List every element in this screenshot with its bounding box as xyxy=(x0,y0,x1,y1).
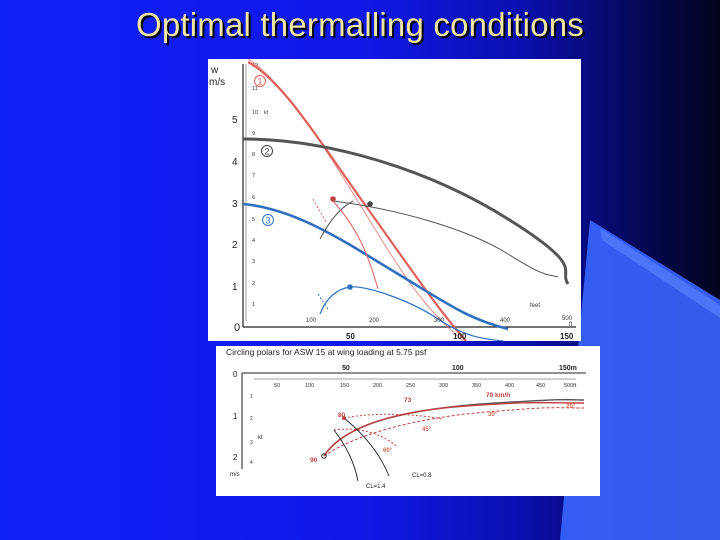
xtick-m: 150m xyxy=(559,365,577,372)
bank-label: 45° xyxy=(422,427,432,433)
curve-2-gray xyxy=(242,137,570,285)
ytick-kt: 1 xyxy=(250,394,253,400)
tangent-dash-1 xyxy=(312,198,327,223)
xtick-ft: 150 xyxy=(340,383,349,389)
max-point-3 xyxy=(347,284,353,290)
curve-2-thin xyxy=(332,200,559,278)
xtick-ft: 450 xyxy=(536,383,545,389)
curve-label-2-circle xyxy=(261,145,273,157)
ytick-kt: 4 xyxy=(250,460,253,466)
cl-label: CL=1.4 xyxy=(366,484,386,490)
thermal-climb-svg: w m/s 5 4 3 2 1 0 12 11 10 kt 9 8 7 6 5 … xyxy=(209,58,576,342)
cl-label: CL=0.8 xyxy=(412,473,432,479)
ytick-ms: 0 xyxy=(234,322,240,334)
xtick-ft-unit: ft xyxy=(569,322,573,328)
cl-line-2 xyxy=(343,417,390,477)
speed-label: 70 km/h xyxy=(486,392,510,399)
ytick-kt: 11 xyxy=(252,86,258,92)
y-unit: m/s xyxy=(230,472,240,478)
polar-point-90 xyxy=(321,453,327,459)
curve-label-1-circle xyxy=(254,75,266,87)
speed-label: 80 xyxy=(338,412,346,419)
ytick-ms: 4 xyxy=(232,157,238,168)
polar-curve-1 xyxy=(323,398,585,457)
bank-arc-60 xyxy=(333,428,397,447)
ytick-ms: 2 xyxy=(233,453,238,462)
xtick-m: 100 xyxy=(452,365,464,372)
ylabel-ms: m/s xyxy=(209,77,225,88)
xtick-ft: 200 xyxy=(369,318,380,324)
xtick-ft: 400 xyxy=(505,383,514,389)
curve-4-blue-arc xyxy=(319,286,504,342)
xtick-ft: 50 xyxy=(274,383,280,389)
tangent-dash-2 xyxy=(317,293,329,310)
ytick-kt: 1 xyxy=(252,302,255,308)
xtick-ft: 100 xyxy=(306,318,317,324)
ytick-kt: 5 xyxy=(252,217,255,223)
xtick-ft: 400 xyxy=(500,318,511,324)
slide-title: Optimal thermalling conditions xyxy=(135,6,585,43)
xtick-ft: 300 xyxy=(434,318,445,324)
ytick-ms: 0 xyxy=(233,370,238,379)
ytick-ms: 5 xyxy=(232,115,238,126)
ytick-ms: 1 xyxy=(233,412,238,421)
ytick-kt: 8 xyxy=(252,152,255,158)
curve-label-1: 1 xyxy=(258,77,263,87)
xtick-ft: 250 xyxy=(406,383,415,389)
curve-3-arc xyxy=(319,200,354,240)
xtick-ft: 200 xyxy=(373,383,382,389)
ytick-kt: 3 xyxy=(252,259,255,265)
curve-label-3-circle xyxy=(262,214,274,226)
curve-red-arc xyxy=(332,200,379,290)
bank-label: 60° xyxy=(383,448,393,454)
ytick-ms: 3 xyxy=(232,199,238,210)
ytick-kt: 7 xyxy=(252,173,255,179)
speed-label: 73 xyxy=(404,397,412,404)
ytick-ms: 2 xyxy=(232,240,238,251)
cl-line-1 xyxy=(333,429,359,482)
feet-label: feet xyxy=(530,303,540,309)
curve-3-blue xyxy=(242,202,509,331)
circling-polars-svg: Circling polars for ASW 15 at wing loadi… xyxy=(226,347,586,490)
ylabel-w: w xyxy=(210,65,219,76)
ytick-kt: 2 xyxy=(250,416,253,422)
thermal-climb-diagram: w m/s 5 4 3 2 1 0 12 11 10 kt 9 8 7 6 5 … xyxy=(208,58,581,342)
curve-label-2: 2 xyxy=(265,147,270,157)
xtick-ft: 350 xyxy=(472,383,481,389)
xtick-m: 150 xyxy=(560,332,574,341)
ytick-kt: 10 xyxy=(252,110,258,116)
xtick-m: 100 xyxy=(453,332,467,341)
curve-1-red-line xyxy=(247,61,467,342)
bank-label: 30° xyxy=(488,412,498,418)
kt-label: kt xyxy=(258,435,263,441)
xtick-ft: 100 xyxy=(305,383,314,389)
polar-point-80 xyxy=(342,416,346,420)
bank-label: 20° xyxy=(566,404,576,410)
xtick-m: 50 xyxy=(346,332,355,341)
speed-label: 90 xyxy=(310,457,318,464)
ytick-kt: 6 xyxy=(252,195,255,201)
max-point-1 xyxy=(330,196,336,202)
polar-curve-3 xyxy=(323,407,585,457)
ytick-ms: 1 xyxy=(232,282,238,293)
circling-polars-diagram: Circling polars for ASW 15 at wing loadi… xyxy=(216,346,600,496)
kt-label: kt xyxy=(264,110,269,116)
curve-1-red-tangent xyxy=(247,58,464,342)
ytick-kt: 9 xyxy=(252,131,255,137)
xtick-ft: 300 xyxy=(439,383,448,389)
curve-label-3: 3 xyxy=(266,216,271,226)
max-point-2 xyxy=(367,201,373,207)
xtick-ft: 500 xyxy=(562,316,573,322)
ytick-kt: 2 xyxy=(252,281,255,287)
xtick-ft: 500ft xyxy=(564,383,577,389)
caption: Circling polars for ASW 15 at wing loadi… xyxy=(226,347,427,357)
ytick-kt: 3 xyxy=(250,440,253,446)
ytick-kt: 4 xyxy=(252,238,255,244)
polar-curve-2 xyxy=(323,401,585,457)
xtick-m: 50 xyxy=(342,365,350,372)
